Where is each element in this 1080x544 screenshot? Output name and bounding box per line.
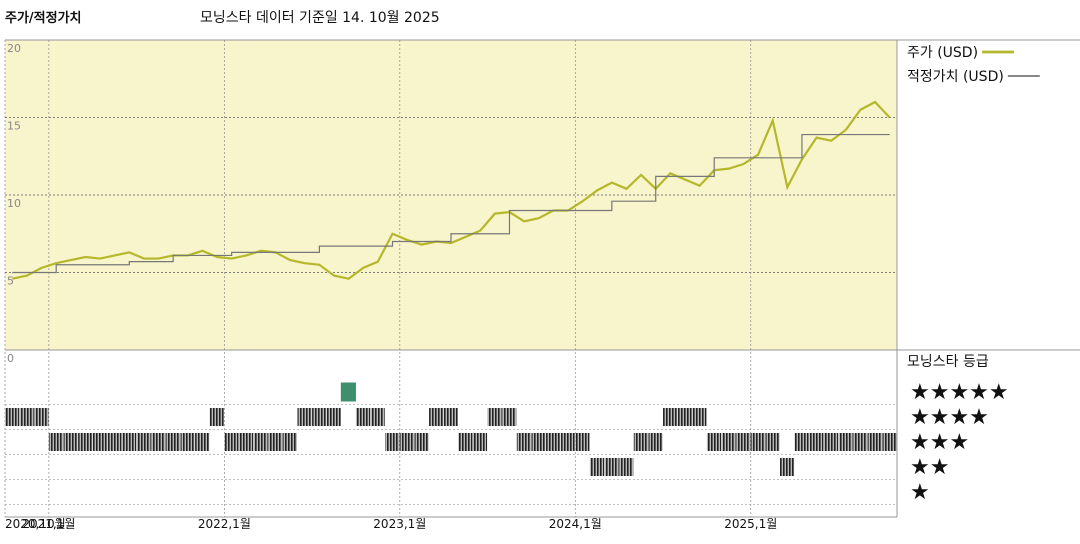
y-tick-label: 0 — [7, 352, 14, 365]
rating-bar — [209, 408, 224, 426]
rating-bar — [312, 408, 327, 426]
rating-bar — [268, 433, 283, 451]
rating-bar — [794, 433, 809, 451]
rating-bar — [121, 433, 137, 451]
y-tick-label: 10 — [7, 197, 21, 210]
rating-bar — [853, 433, 868, 451]
rating-bar — [677, 408, 692, 426]
rating-bar — [340, 382, 356, 402]
chart-subtitle: 모닝스타 데이터 기준일 14. 10월 2025 — [200, 10, 440, 26]
rating-bar — [589, 458, 605, 476]
legend-label: 적정가치 (USD) — [907, 69, 1004, 85]
rating-bar — [706, 433, 722, 451]
rating-label: ★★★ — [910, 430, 969, 455]
rating-bar — [355, 408, 371, 426]
rating-bar — [19, 408, 34, 426]
legend-label: 주가 (USD) — [907, 45, 978, 61]
rating-bar — [516, 433, 531, 451]
rating-bar — [92, 433, 107, 451]
rating-bar — [663, 408, 678, 426]
rating-bar — [136, 433, 151, 451]
y-tick-label: 15 — [7, 120, 21, 133]
rating-bar — [721, 433, 736, 451]
rating-bar — [575, 433, 590, 451]
rating-bar — [619, 458, 634, 476]
rating-bar — [165, 433, 180, 451]
rating-bar — [487, 408, 502, 426]
rating-title: 모닝스타 등급 — [907, 354, 989, 370]
rating-bar — [370, 408, 385, 426]
rating-bar — [414, 433, 429, 451]
rating-bar — [458, 433, 473, 451]
rating-bar — [546, 433, 561, 451]
rating-bar — [195, 433, 210, 451]
series-line — [12, 100, 891, 280]
rating-bar — [560, 433, 575, 451]
rating-bar — [78, 433, 93, 451]
rating-bar — [48, 433, 63, 451]
rating-bar — [472, 433, 488, 451]
rating-label: ★★★★ — [910, 405, 989, 430]
rating-bar — [750, 433, 765, 451]
x-tick-label: 2024,1월 — [549, 517, 602, 531]
rating-bar — [780, 458, 795, 476]
rating-bar — [238, 433, 254, 451]
rating-bar — [502, 408, 517, 426]
x-tick-label: 2020,10월 — [5, 517, 66, 531]
rating-bar — [429, 408, 444, 426]
rating-bar — [224, 433, 239, 451]
rating-bar — [838, 433, 853, 451]
rating-bar — [531, 433, 546, 451]
chart-title: 주가/적정가치 — [5, 10, 82, 26]
rating-bar — [253, 433, 268, 451]
rating-bar — [180, 433, 195, 451]
rating-bar — [63, 433, 78, 451]
rating-bar — [604, 458, 619, 476]
rating-bar — [297, 408, 312, 426]
rating-label: ★★ — [910, 455, 949, 480]
rating-bar — [823, 433, 839, 451]
rating-bar — [5, 408, 20, 426]
rating-bar — [692, 408, 707, 426]
rating-bar — [809, 433, 824, 451]
rating-bar — [399, 433, 414, 451]
rating-bar — [765, 433, 780, 451]
x-tick-label: 2023,1월 — [373, 517, 426, 531]
rating-bar — [151, 433, 166, 451]
x-tick-label: 2022,1월 — [198, 517, 251, 531]
rating-bar — [107, 433, 122, 451]
series-line — [12, 133, 890, 274]
rating-label: ★★★★★ — [910, 380, 1009, 405]
rating-bar — [385, 433, 400, 451]
y-tick-label: 5 — [7, 275, 14, 288]
x-tick-label: 2021,1월 — [22, 517, 75, 531]
x-tick-label: 2025,1월 — [724, 517, 777, 531]
rating-bar — [648, 433, 663, 451]
rating-bar — [633, 433, 648, 451]
rating-bar — [443, 408, 458, 426]
rating-bar — [326, 408, 341, 426]
rating-bar — [736, 433, 751, 451]
rating-label: ★ — [910, 480, 930, 505]
rating-bar — [282, 433, 297, 451]
rating-bar — [34, 408, 49, 426]
y-tick-label: 20 — [7, 42, 21, 55]
rating-bar — [882, 433, 897, 451]
rating-bar — [867, 433, 882, 451]
